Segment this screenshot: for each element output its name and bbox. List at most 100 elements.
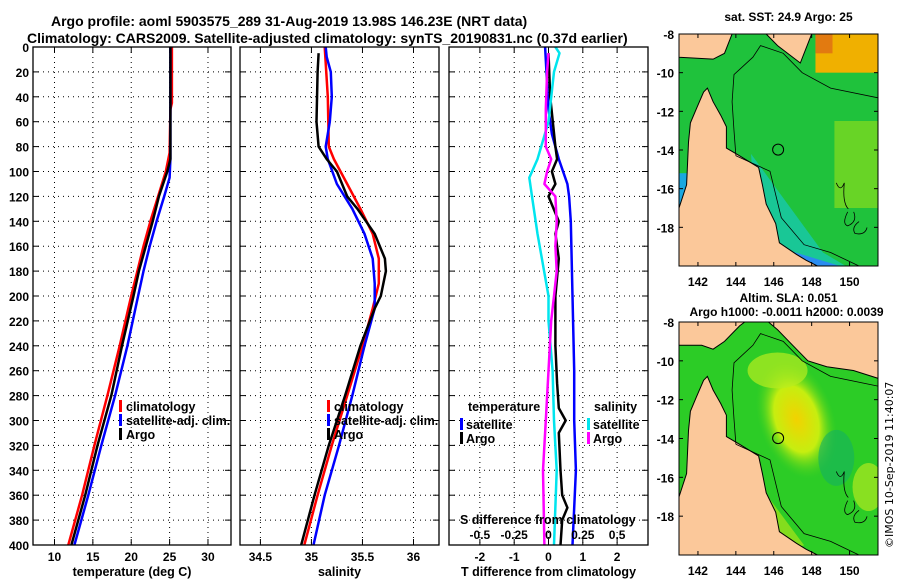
y-tick-label: 240: [9, 340, 29, 354]
y-tick-label: 0: [22, 41, 29, 55]
x-tick-label: 34.5: [249, 550, 273, 564]
y-tick-label: 120: [9, 190, 29, 204]
map-y-tick-label: -10: [657, 67, 675, 81]
land-new-guinea: [679, 322, 878, 379]
series-line-satellite-adj-clim-: [312, 47, 376, 545]
y-tick-label: 140: [9, 215, 29, 229]
map-y-tick-label: -12: [657, 105, 675, 119]
y-tick-label: 20: [16, 66, 30, 80]
reef-outline: [835, 471, 868, 524]
map-title: Altim. SLA: 0.051: [739, 291, 837, 305]
legend-swatch-satellite_adj: [327, 414, 330, 426]
y-tick-label: 200: [9, 290, 29, 304]
map-x-tick-label: 150: [840, 564, 860, 578]
map-content: [679, 322, 878, 555]
x-tick-label: 35.5: [351, 550, 375, 564]
legend-swatch-argo: [119, 428, 122, 440]
x2-tick-label: -0.25: [501, 528, 529, 542]
x-tick-label: 0: [545, 550, 552, 564]
legend-label: satellite-adj. clim.: [126, 414, 230, 428]
series-line-argo: [299, 53, 388, 545]
y-tick-label: 40: [16, 91, 30, 105]
land-new-guinea: [751, 34, 813, 64]
map-y-tick-label: -8: [663, 28, 674, 42]
title-line-1: Argo profile: aoml 5903575_289 31-Aug-20…: [51, 13, 528, 29]
x-tick-label: 35: [305, 550, 319, 564]
x-tick-label: 10: [48, 550, 62, 564]
map-title: sat. SST: 24.9 Argo: 25: [724, 10, 853, 24]
series-line-argo: [70, 47, 172, 545]
legend-swatch-t-argo: [460, 432, 463, 444]
x-tick-label: 20: [125, 550, 139, 564]
map-x-tick-label: 146: [764, 275, 784, 289]
map-content: [679, 34, 878, 266]
x-tick-label: -1: [509, 550, 520, 564]
y-tick-label: 300: [9, 415, 29, 429]
y-tick-label: 360: [9, 489, 29, 503]
map-subtitle: Argo h1000: -0.0011 h2000: 0.0039: [689, 305, 883, 319]
legend-label: satellite: [593, 418, 640, 432]
map-y-tick-label: -16: [657, 471, 675, 485]
x2-tick-label: -0.5: [470, 528, 491, 542]
series-line-temperature-satellite: [543, 47, 578, 545]
land-australia: [679, 87, 818, 266]
legend-swatch-argo: [327, 428, 330, 440]
x-axis-label: temperature (deg C): [73, 565, 192, 579]
legend-label: climatology: [126, 400, 196, 414]
x-tick-label: 36: [407, 550, 421, 564]
plot-frame: [448, 46, 649, 546]
map-x-tick-label: 142: [688, 275, 708, 289]
legend-swatch-climatology: [119, 400, 122, 412]
series-line-salinity-satellite: [528, 47, 561, 545]
y-tick-label: 220: [9, 315, 29, 329]
series-line-climatology: [303, 47, 381, 545]
map-x-tick-label: 142: [688, 564, 708, 578]
sla-high: [755, 358, 838, 480]
sla-high-east: [852, 463, 878, 512]
map-y-tick-label: -14: [657, 433, 675, 447]
land-new-guinea-west: [679, 34, 733, 60]
legend-label: Argo: [593, 432, 623, 446]
x-tick-label: 25: [163, 550, 177, 564]
panel-salinity: 34.5 35 35.5 36 salinity climatologysatellite…: [239, 46, 440, 579]
plot-frame: [239, 46, 440, 546]
map-x-tick-label: 144: [726, 275, 746, 289]
sst-map: 142 144 146 148 150 -8 -10 -12 -14 -16 -18 sat. SST…: [657, 10, 879, 289]
legend-label: Argo: [334, 428, 364, 442]
y-tick-label: 340: [9, 464, 29, 478]
x-tick-label: 15: [86, 550, 100, 564]
reef-outline: [835, 182, 868, 235]
legend-label: satellite: [466, 418, 513, 432]
x-tick-label: 2: [614, 550, 621, 564]
map-x-tick-label: 148: [802, 275, 822, 289]
legend-swatch-s-s_argo: [587, 432, 590, 444]
map-x-tick-label: 144: [726, 564, 746, 578]
legend-swatch-climatology: [327, 400, 330, 412]
x2-tick-label: 0.25: [571, 528, 595, 542]
y-tick-label: 320: [9, 439, 29, 453]
x-tick-label: 1: [579, 550, 586, 564]
map-y-tick-label: -10: [657, 355, 675, 369]
map-y-tick-label: -18: [657, 221, 675, 235]
legend-swatch-t-satellite_adj: [460, 418, 463, 430]
argo-float-marker: [772, 432, 785, 445]
map-y-tick-label: -12: [657, 394, 675, 408]
isobath-line: [731, 333, 878, 445]
legend-label: Argo: [126, 428, 156, 442]
sla-low: [818, 429, 855, 486]
map-y-tick-label: -18: [657, 510, 675, 524]
legend-title-temperature: temperature: [468, 400, 540, 414]
map-x-tick-label: 146: [764, 564, 784, 578]
argo-float-marker: [772, 143, 785, 156]
copyright-text: ©IMOS 10-Sep-2019 11:40:07: [883, 382, 896, 548]
y-tick-label: 80: [16, 141, 30, 155]
map-x-tick-label: 150: [840, 275, 860, 289]
isobath-line: [735, 155, 860, 266]
y-tick-label: 400: [9, 539, 29, 553]
series-line-salinity-argo: [541, 53, 558, 545]
map-x-tick-label: 148: [802, 564, 822, 578]
x2-axis-label: S difference from climatology: [460, 513, 636, 527]
map-y-tick-label: -16: [657, 183, 675, 197]
warm-water-east: [834, 121, 878, 208]
